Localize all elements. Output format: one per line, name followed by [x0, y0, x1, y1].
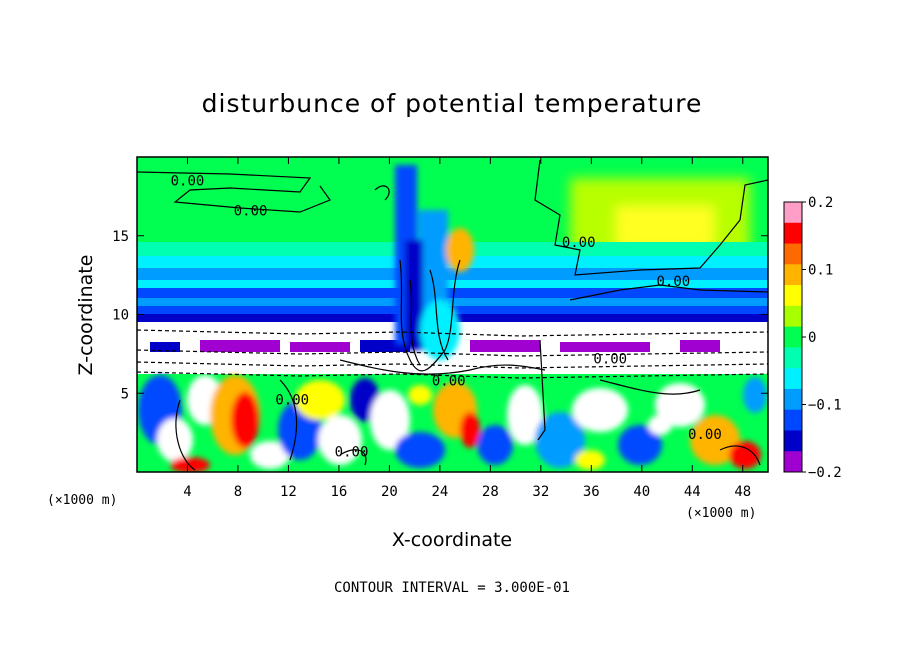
- x-tick-label: 20: [381, 484, 398, 500]
- contour-label: 0.00: [234, 203, 268, 219]
- contour-label: 0.00: [432, 373, 466, 389]
- colorbar-swatch: [784, 451, 802, 473]
- y-tick-label: 10: [112, 308, 129, 324]
- x-tick-label: 28: [482, 484, 499, 500]
- y-tick-label: 5: [121, 386, 129, 402]
- colorbar-swatch: [784, 347, 802, 369]
- x-axis-title: X-coordinate: [392, 529, 512, 551]
- colorbar-tick-label: 0.2: [808, 195, 833, 211]
- plot-area: 0.00 0.00 0.00 0.00 0.00 0.00 0.00 0.00 0.00: [137, 157, 768, 472]
- y-axis-title: Z-coordinate: [75, 255, 97, 376]
- band-lower-white: [137, 354, 768, 374]
- colorbar-swatch: [784, 285, 802, 307]
- y-tick-label: 15: [112, 229, 129, 245]
- x-tick-label: 32: [532, 484, 549, 500]
- chart-title: disturbunce of potential temperature: [202, 89, 703, 118]
- contour-label-group: 0.00 0.00 0.00 0.00 0.00 0.00 0.00 0.00 0.00: [171, 173, 722, 460]
- x-tick-label: 24: [431, 484, 448, 500]
- y-axis-ticks: 5 10 15: [112, 229, 768, 402]
- colorbar-tick-label: −0.2: [808, 465, 842, 481]
- contour-label: 0.00: [335, 444, 369, 460]
- x-tick-label: 36: [583, 484, 600, 500]
- x-tick-label: 12: [280, 484, 297, 500]
- contour-label: 0.00: [562, 235, 596, 251]
- colorbar-swatch: [784, 243, 802, 265]
- x-axis-unit: (×1000 m): [686, 506, 756, 521]
- y-axis-unit: (×1000 m): [47, 493, 117, 508]
- contour-label: 0.00: [593, 351, 627, 367]
- contour-lines: [137, 159, 768, 471]
- band-cyan-3: [137, 280, 768, 288]
- x-tick-label: 40: [633, 484, 650, 500]
- colorbar-swatch: [784, 368, 802, 390]
- x-tick-label: 44: [684, 484, 701, 500]
- colorbar: [783, 201, 803, 473]
- colorbar-tick-label: 0.1: [808, 263, 833, 279]
- band-blue-1: [137, 288, 768, 298]
- contour-label: 0.00: [656, 274, 690, 290]
- colorbar-swatch: [784, 388, 802, 411]
- contour-label: 0.00: [688, 427, 722, 443]
- x-tick-label: 4: [183, 484, 191, 500]
- colorbar-tick-label: 0: [808, 330, 816, 346]
- x-axis-ticks: 4 8 12 16 20 24 28 32 36 40 44 48: [183, 157, 751, 500]
- colorbar-tick-label: −0.1: [808, 398, 842, 414]
- colorbar-swatch: [784, 264, 802, 286]
- colorbar-swatch: [784, 430, 802, 452]
- turbulence-blobs: [138, 375, 767, 472]
- colorbar-swatch: [784, 409, 802, 431]
- contour-interval-note: CONTOUR INTERVAL = 3.000E-01: [334, 580, 570, 596]
- x-tick-label: 16: [330, 484, 347, 500]
- x-tick-label: 48: [734, 484, 751, 500]
- contour-label: 0.00: [275, 392, 309, 408]
- colorbar-ticks: 0.2 0.1 0 −0.1 −0.2: [802, 195, 842, 481]
- band-lightblue: [137, 268, 768, 280]
- contour-label: 0.00: [171, 173, 205, 189]
- colorbar-swatch: [784, 305, 802, 328]
- x-tick-label: 8: [234, 484, 242, 500]
- colorbar-swatch: [784, 202, 802, 224]
- colorbar-swatch: [784, 222, 802, 245]
- colorbar-swatch: [784, 326, 802, 348]
